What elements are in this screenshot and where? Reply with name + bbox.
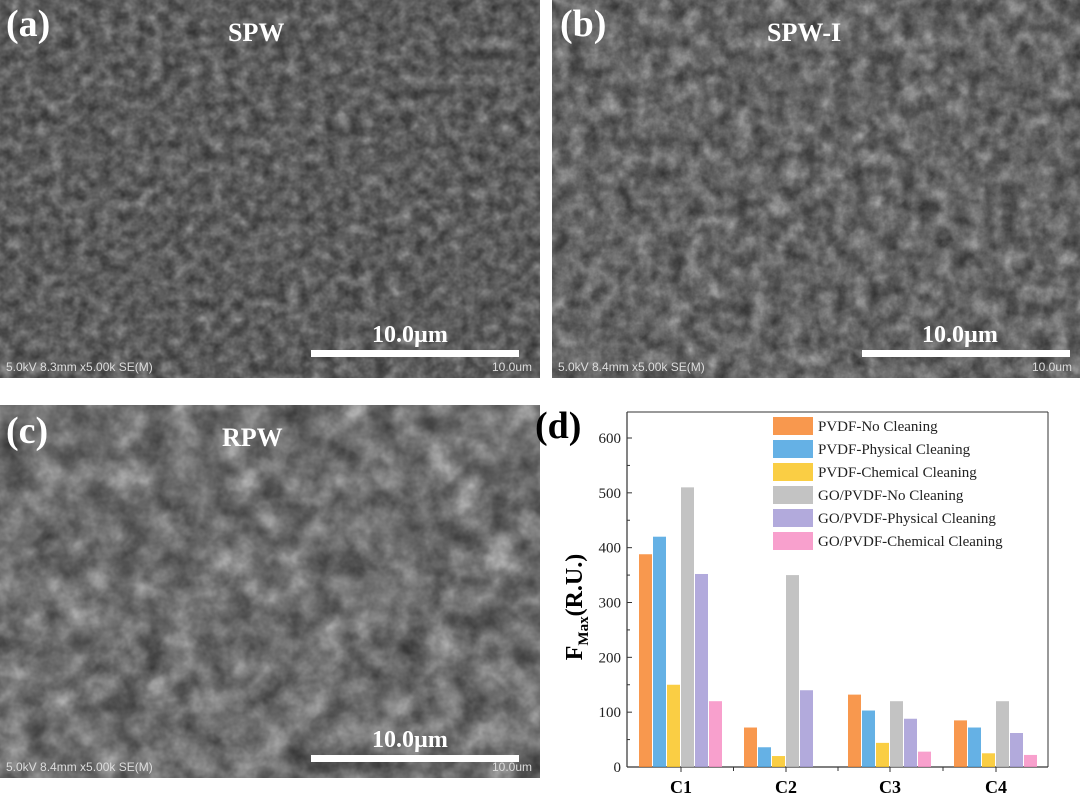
sem-meta: 5.0kV 8.4mm x5.00k SE(M) bbox=[6, 760, 153, 774]
bar bbox=[758, 747, 771, 767]
panel-label: (c) bbox=[6, 410, 49, 452]
sem-image-c bbox=[0, 405, 540, 778]
scale-bar bbox=[311, 755, 519, 762]
bar bbox=[982, 753, 995, 767]
bar bbox=[709, 701, 722, 767]
legend-swatch bbox=[773, 417, 813, 435]
y-tick-label: 500 bbox=[599, 486, 622, 502]
panel-title: SPW bbox=[228, 18, 285, 47]
legend-swatch bbox=[773, 440, 813, 458]
bar bbox=[695, 573, 708, 767]
y-tick-label: 300 bbox=[599, 596, 622, 612]
bar bbox=[772, 756, 785, 767]
panel-label: (b) bbox=[560, 3, 607, 45]
bar bbox=[639, 554, 652, 767]
legend-label: PVDF-Physical Cleaning bbox=[818, 442, 971, 458]
legend-label: PVDF-Chemical Cleaning bbox=[818, 465, 977, 481]
sem-meta: 5.0kV 8.4mm x5.00k SE(M) bbox=[558, 360, 705, 374]
legend-label: GO/PVDF-No Cleaning bbox=[818, 488, 964, 504]
legend-swatch bbox=[773, 463, 813, 481]
panel-title: SPW-I bbox=[767, 18, 842, 47]
bar bbox=[876, 742, 889, 767]
bar bbox=[653, 536, 666, 767]
bar bbox=[681, 487, 694, 767]
legend-label: PVDF-No Cleaning bbox=[818, 419, 938, 435]
bar bbox=[996, 701, 1009, 767]
panel-title: RPW bbox=[222, 423, 283, 452]
legend-swatch bbox=[773, 486, 813, 504]
x-tick-label: C4 bbox=[985, 777, 1007, 796]
sem-image-b bbox=[552, 0, 1080, 378]
bar bbox=[904, 718, 917, 767]
sem-meta: 5.0kV 8.3mm x5.00k SE(M) bbox=[6, 360, 153, 374]
panel-label: (a) bbox=[6, 3, 51, 45]
sem-panel-c: (c) RPW 10.0µm 5.0kV 8.4mm x5.00k SE(M) … bbox=[0, 405, 540, 778]
panel-label-d: (d) bbox=[535, 405, 582, 447]
y-tick-label: 400 bbox=[599, 541, 622, 557]
bar bbox=[744, 727, 757, 767]
scale-bar-label: 10.0µm bbox=[922, 322, 998, 348]
scale-bar bbox=[311, 350, 519, 357]
legend-label: GO/PVDF-Chemical Cleaning bbox=[818, 534, 1003, 550]
bar bbox=[1010, 733, 1023, 767]
x-tick-label: C3 bbox=[879, 777, 901, 796]
scale-bar bbox=[862, 350, 1070, 357]
bar bbox=[954, 720, 967, 767]
x-tick-label: C2 bbox=[775, 777, 797, 796]
bar bbox=[918, 751, 931, 767]
bar bbox=[786, 575, 799, 767]
sem-panel-b: (b) SPW-I 10.0µm 5.0kV 8.4mm x5.00k SE(M… bbox=[552, 0, 1080, 378]
bar bbox=[862, 710, 875, 767]
bar bbox=[800, 690, 813, 767]
legend-swatch bbox=[773, 532, 813, 550]
x-tick-label: C1 bbox=[670, 777, 692, 796]
bar bbox=[968, 727, 981, 767]
bar bbox=[1024, 754, 1037, 767]
sem-meta-scale: 10.0um bbox=[491, 360, 532, 374]
y-tick-label: 100 bbox=[599, 705, 622, 721]
sem-meta-scale: 10.0um bbox=[1031, 360, 1072, 374]
scale-bar-label: 10.0µm bbox=[372, 322, 448, 348]
y-tick-label: 200 bbox=[599, 650, 622, 666]
sem-image-a bbox=[0, 0, 540, 378]
sem-meta-scale: 10.0um bbox=[491, 760, 532, 774]
scale-bar-label: 10.0µm bbox=[372, 727, 448, 753]
legend-swatch bbox=[773, 509, 813, 527]
y-tick-label: 0 bbox=[614, 760, 622, 776]
y-axis-label: FMax(R.U.) bbox=[562, 554, 592, 661]
y-tick-label: 600 bbox=[599, 431, 622, 447]
bar-chart: 0 100 200 300 400 500 600 FMax(R.U.) C1 C2 C3 C4 PVD… bbox=[562, 411, 1049, 796]
bar bbox=[848, 694, 861, 767]
bar bbox=[890, 701, 903, 767]
sem-panel-a: (a) SPW 10.0µm 5.0kV 8.3mm x5.00k SE(M) … bbox=[0, 0, 540, 378]
bar bbox=[667, 684, 680, 767]
legend-label: GO/PVDF-Physical Cleaning bbox=[818, 511, 996, 527]
